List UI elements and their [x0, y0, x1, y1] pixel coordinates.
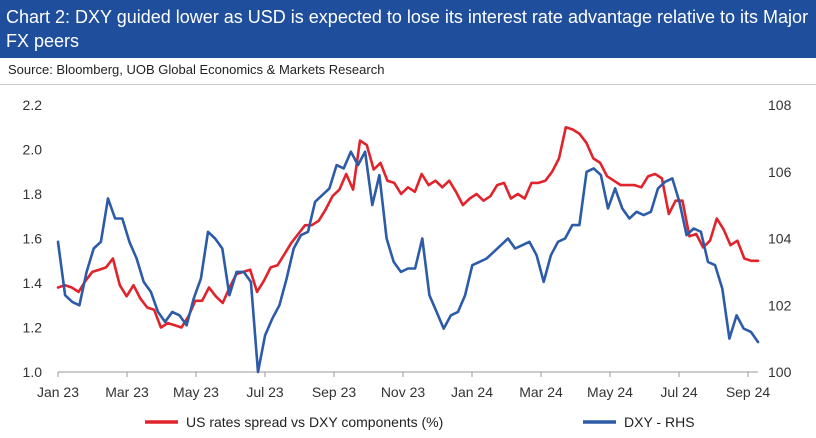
x-axis-tick-label: Sep 23 [312, 384, 357, 400]
x-axis-tick-label: Mar 23 [105, 384, 149, 400]
right-axis-ticks: 100 102 104 106 108 [768, 97, 792, 380]
x-axis-tick-label: May 23 [173, 384, 219, 400]
x-axis-tick-label: Jan 23 [37, 384, 79, 400]
left-axis-tick-label: 1.2 [23, 320, 43, 336]
left-axis-tick-label: 1.4 [23, 275, 43, 291]
series-line-dxy [56, 150, 760, 374]
x-axis-tick-label: Nov 23 [381, 384, 426, 400]
x-axis-tick-label: Jan 24 [451, 384, 493, 400]
legend-label-dxy: DXY - RHS [624, 414, 695, 430]
left-axis-tick-label: 2.2 [23, 97, 43, 113]
x-axis-tick-label: May 24 [587, 384, 633, 400]
right-axis-tick-label: 102 [768, 297, 792, 313]
right-axis-tick-label: 108 [768, 97, 792, 113]
left-axis-tick-label: 1.6 [23, 231, 43, 247]
chart-title: Chart 2: DXY guided lower as USD is expe… [6, 7, 809, 51]
x-axis-tick-label: Jul 24 [660, 384, 698, 400]
x-axis-tick-label: Jul 23 [246, 384, 284, 400]
title-divider [0, 84, 816, 85]
chart-source: Source: Bloomberg, UOB Global Economics … [8, 62, 385, 77]
x-axis-tick-label: Mar 24 [519, 384, 563, 400]
legend: US rates spread vs DXY components (%) DX… [145, 414, 695, 430]
x-axis-ticks: Jan 23 Mar 23 May 23 Jul 23 Sep 23 Nov 23 Jan … [37, 372, 770, 400]
right-axis-tick-label: 104 [768, 231, 792, 247]
left-axis-tick-label: 1.8 [23, 186, 43, 202]
series-line-us-rates-spread [56, 126, 760, 329]
x-axis-tick-label: Sep 24 [726, 384, 771, 400]
right-axis-tick-label: 100 [768, 364, 792, 380]
legend-label-us-rates-spread: US rates spread vs DXY components (%) [186, 414, 443, 430]
left-axis-ticks: 1.0 1.2 1.4 1.6 1.8 2.0 2.2 [23, 97, 43, 380]
series-layer [56, 126, 760, 374]
left-axis-tick-label: 1.0 [23, 364, 43, 380]
right-axis-tick-label: 106 [768, 164, 792, 180]
chart-title-banner: Chart 2: DXY guided lower as USD is expe… [0, 0, 816, 58]
left-axis-tick-label: 2.0 [23, 142, 43, 158]
